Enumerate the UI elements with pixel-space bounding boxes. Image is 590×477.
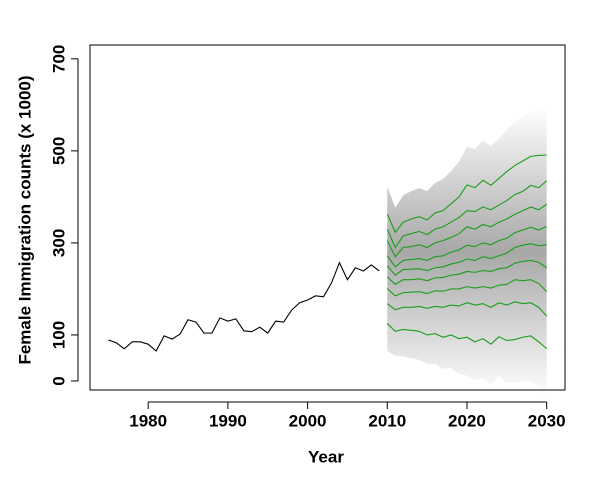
- y-tick-label: 0: [49, 376, 68, 385]
- forecast-line: [386, 323, 548, 350]
- forecast-line: [386, 203, 547, 258]
- x-tick-label: 1980: [129, 411, 167, 430]
- plot-frame: [89, 44, 566, 391]
- y-tick-label: 300: [49, 229, 68, 257]
- x-tick-label: 2010: [368, 411, 406, 430]
- x-axis-label: Year: [308, 447, 344, 466]
- forecast-line: [386, 225, 547, 268]
- y-tick-label: 500: [49, 137, 68, 165]
- y-tick-label: 700: [49, 45, 68, 73]
- history-line: [108, 261, 380, 352]
- fan-shading: [387, 106, 547, 398]
- x-tick-label: 1990: [209, 411, 247, 430]
- y-axis-label: Female Immigration counts (x 1000): [15, 75, 34, 364]
- forecast-line: [386, 279, 548, 297]
- x-tick-label: 2020: [448, 411, 486, 430]
- forecast-line: [386, 301, 548, 317]
- y-tick-label: 100: [49, 321, 68, 349]
- x-tick-label: 2030: [528, 411, 566, 430]
- forecast-line: [386, 180, 548, 249]
- forecast-line: [386, 154, 547, 234]
- forecast-line: [386, 259, 547, 286]
- x-tick-label: 2000: [289, 411, 327, 430]
- forecast-line: [386, 243, 547, 276]
